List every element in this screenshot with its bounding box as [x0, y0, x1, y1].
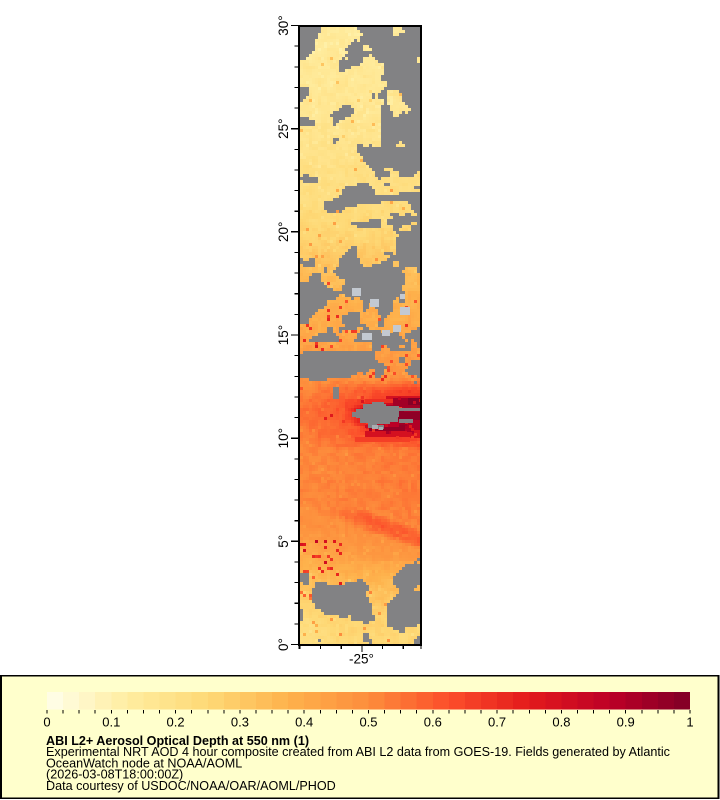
svg-text:30°: 30° [276, 15, 291, 35]
svg-text:0: 0 [43, 715, 50, 730]
svg-text:Experimental NRT AOD 4 hour co: Experimental NRT AOD 4 hour composite cr… [46, 745, 670, 759]
svg-text:0.2: 0.2 [167, 715, 185, 730]
svg-text:25°: 25° [276, 118, 291, 138]
svg-text:15°: 15° [276, 325, 291, 345]
svg-text:(2026-03-08T18:00:00Z): (2026-03-08T18:00:00Z) [46, 768, 183, 782]
svg-text:OceanWatch node at NOAA/AOML: OceanWatch node at NOAA/AOML [46, 756, 242, 770]
svg-text:0.4: 0.4 [295, 715, 313, 730]
svg-text:20°: 20° [276, 222, 291, 242]
svg-text:5°: 5° [276, 535, 291, 548]
svg-text:Data courtesy of USDOC/NOAA/OA: Data courtesy of USDOC/NOAA/OAR/AOML/PHO… [46, 779, 336, 793]
svg-text:0°: 0° [276, 638, 291, 651]
svg-text:0.9: 0.9 [617, 715, 635, 730]
svg-text:0.5: 0.5 [359, 715, 377, 730]
svg-text:0.3: 0.3 [231, 715, 249, 730]
svg-text:10°: 10° [276, 428, 291, 448]
svg-text:ABI L2+ Aerosol Optical Depth: ABI L2+ Aerosol Optical Depth at 550 nm … [46, 734, 309, 748]
svg-text:0.6: 0.6 [424, 715, 442, 730]
svg-text:1: 1 [686, 715, 693, 730]
svg-text:-25°: -25° [349, 652, 374, 667]
svg-text:0.1: 0.1 [102, 715, 120, 730]
svg-text:0.7: 0.7 [488, 715, 506, 730]
svg-text:0.8: 0.8 [552, 715, 570, 730]
